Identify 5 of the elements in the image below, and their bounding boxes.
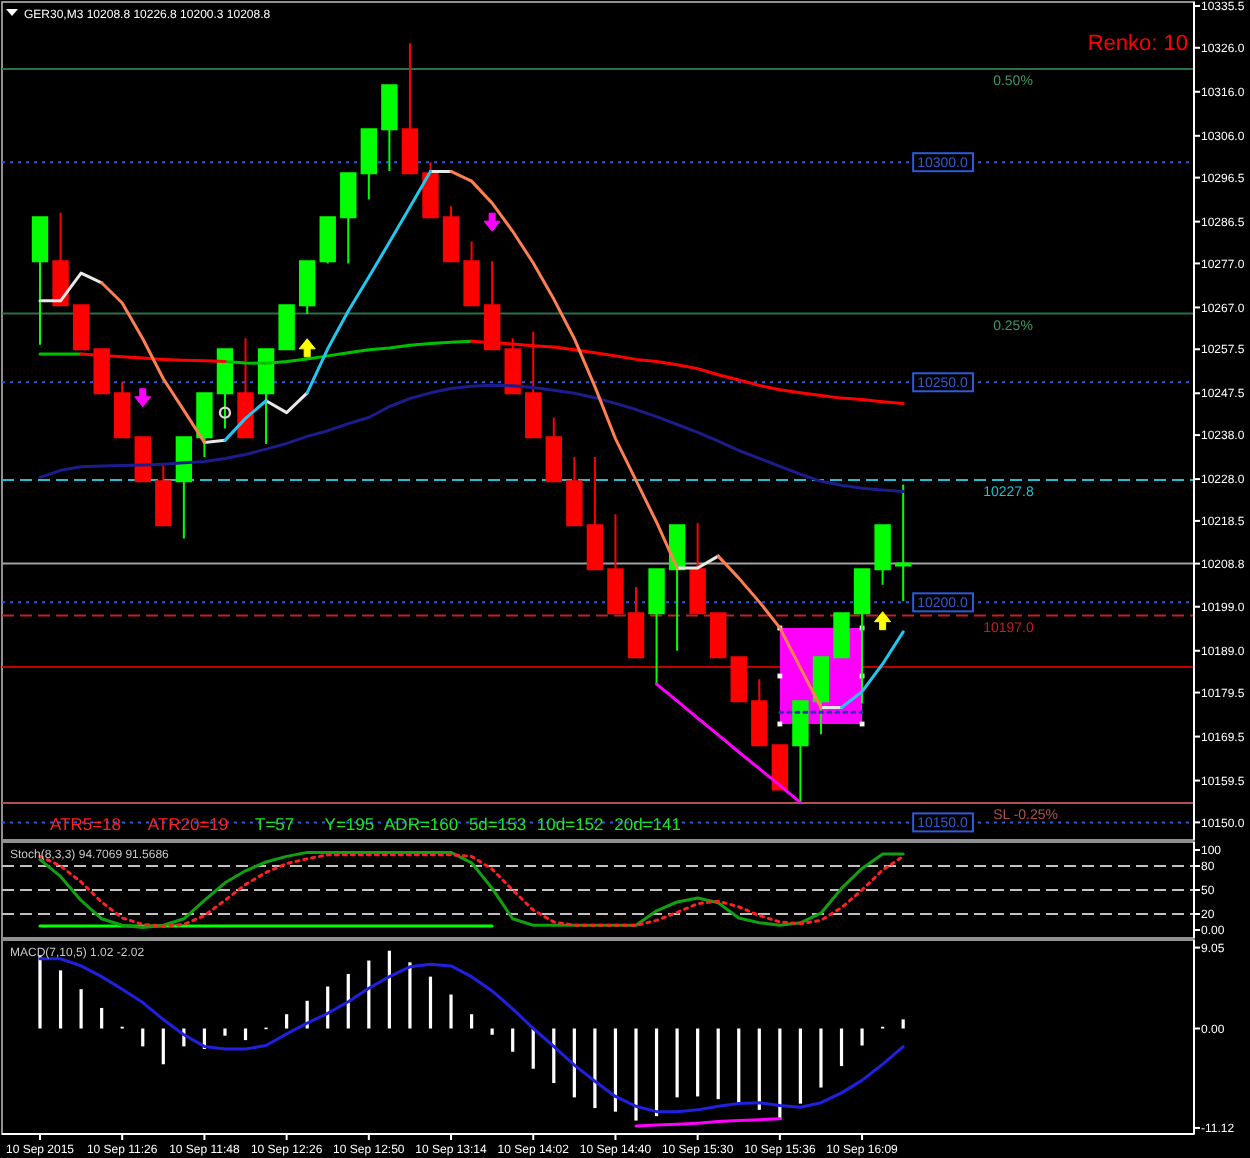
- annotation: Y=195 ADR=160 5d=153 10d=152 20d=141: [324, 814, 682, 834]
- annotation: T=57: [255, 814, 295, 834]
- annotation: ATR20=19: [147, 814, 229, 834]
- text: Renko: 10: [1087, 32, 1188, 56]
- annotation: ATR5=18: [50, 814, 122, 834]
